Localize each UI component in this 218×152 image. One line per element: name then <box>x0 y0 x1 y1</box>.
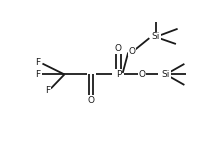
Text: Si: Si <box>162 70 170 79</box>
Text: Si: Si <box>152 33 160 41</box>
Text: O: O <box>115 44 122 53</box>
Text: F: F <box>45 86 50 95</box>
Text: F: F <box>35 70 40 79</box>
Text: F: F <box>35 58 40 67</box>
Text: O: O <box>139 70 146 79</box>
Text: O: O <box>88 96 95 105</box>
Text: O: O <box>128 47 136 55</box>
Text: P: P <box>116 70 121 79</box>
